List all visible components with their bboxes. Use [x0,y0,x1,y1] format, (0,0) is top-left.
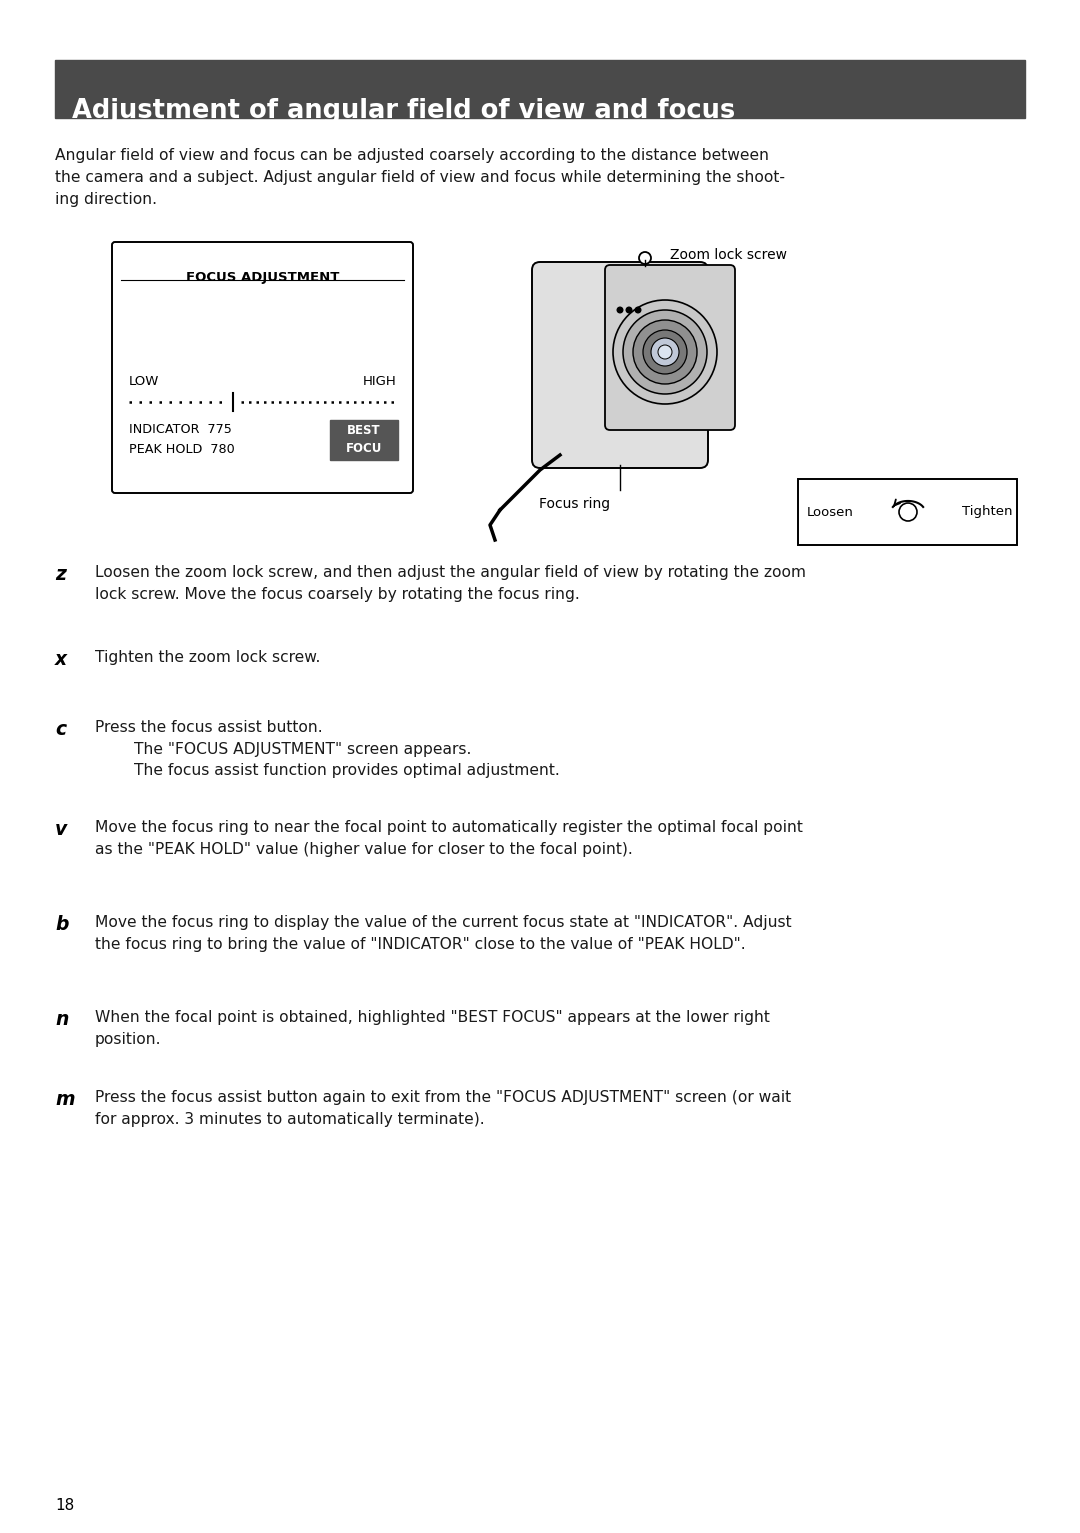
Text: Loosen the zoom lock screw, and then adjust the angular field of view by rotatin: Loosen the zoom lock screw, and then adj… [95,566,806,601]
FancyBboxPatch shape [798,478,1017,546]
FancyBboxPatch shape [330,420,399,460]
Circle shape [617,307,623,313]
Text: Adjustment of angular field of view and focus: Adjustment of angular field of view and … [72,98,735,124]
Ellipse shape [651,337,679,366]
Text: When the focal point is obtained, highlighted "BEST FOCUS" appears at the lower : When the focal point is obtained, highli… [95,1010,770,1047]
Text: Move the focus ring to display the value of the current focus state at "INDICATO: Move the focus ring to display the value… [95,915,792,952]
Text: Loosen: Loosen [807,506,853,518]
Text: x: x [55,650,67,668]
Circle shape [639,251,651,264]
Text: PEAK HOLD  780: PEAK HOLD 780 [129,443,234,455]
Ellipse shape [643,330,687,374]
Text: Tighten the zoom lock screw.: Tighten the zoom lock screw. [95,650,321,665]
Ellipse shape [633,320,697,383]
FancyBboxPatch shape [112,242,413,494]
Ellipse shape [623,310,707,394]
Text: Press the focus assist button.
        The "FOCUS ADJUSTMENT" screen appears.
  : Press the focus assist button. The "FOCU… [95,721,559,779]
Text: BEST: BEST [347,425,381,437]
Text: b: b [55,915,68,934]
FancyBboxPatch shape [605,265,735,429]
Text: n: n [55,1010,68,1029]
Text: Focus ring: Focus ring [539,497,610,510]
Text: m: m [55,1090,75,1108]
Text: LOW: LOW [129,376,160,388]
Text: Angular field of view and focus can be adjusted coarsely according to the distan: Angular field of view and focus can be a… [55,149,785,207]
Text: HIGH: HIGH [362,376,396,388]
Text: Press the focus assist button again to exit from the "FOCUS ADJUSTMENT" screen (: Press the focus assist button again to e… [95,1090,792,1127]
Ellipse shape [658,345,672,359]
Circle shape [626,307,632,313]
FancyBboxPatch shape [55,60,1025,118]
Circle shape [899,503,917,521]
Text: z: z [55,566,66,584]
Ellipse shape [613,300,717,405]
Circle shape [635,307,640,313]
Text: v: v [55,820,67,839]
Text: Move the focus ring to near the focal point to automatically register the optima: Move the focus ring to near the focal po… [95,820,802,857]
Text: INDICATOR  775: INDICATOR 775 [129,423,232,435]
Text: Zoom lock screw: Zoom lock screw [670,248,787,262]
Text: c: c [55,721,66,739]
Text: 18: 18 [55,1498,75,1513]
FancyBboxPatch shape [532,262,708,468]
Text: Tighten: Tighten [962,506,1012,518]
Text: FOCU: FOCU [346,442,382,455]
Text: FOCUS ADJUSTMENT: FOCUS ADJUSTMENT [186,271,339,284]
